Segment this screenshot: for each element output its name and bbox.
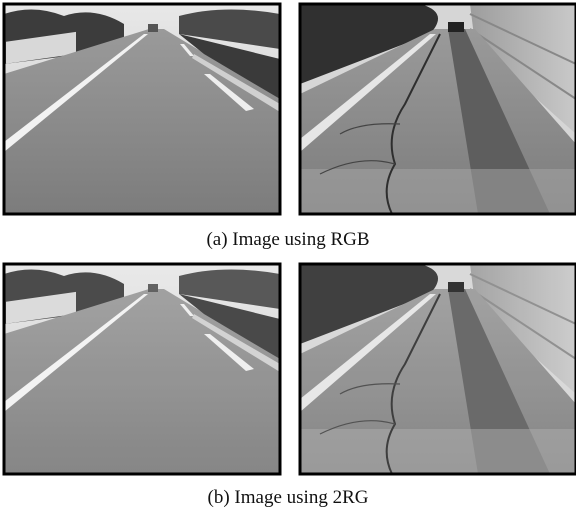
image-2rg-2: [300, 264, 576, 474]
caption: (a) Image using RGB: [206, 229, 369, 250]
image-rgb-2: [300, 4, 576, 214]
image-2rg-1: [4, 264, 280, 474]
image-rgb-1: [4, 4, 280, 214]
caption: (b) Image using 2RG: [208, 487, 369, 508]
figure: (a) Image using RGB (b) Image using 2RG: [0, 0, 576, 509]
